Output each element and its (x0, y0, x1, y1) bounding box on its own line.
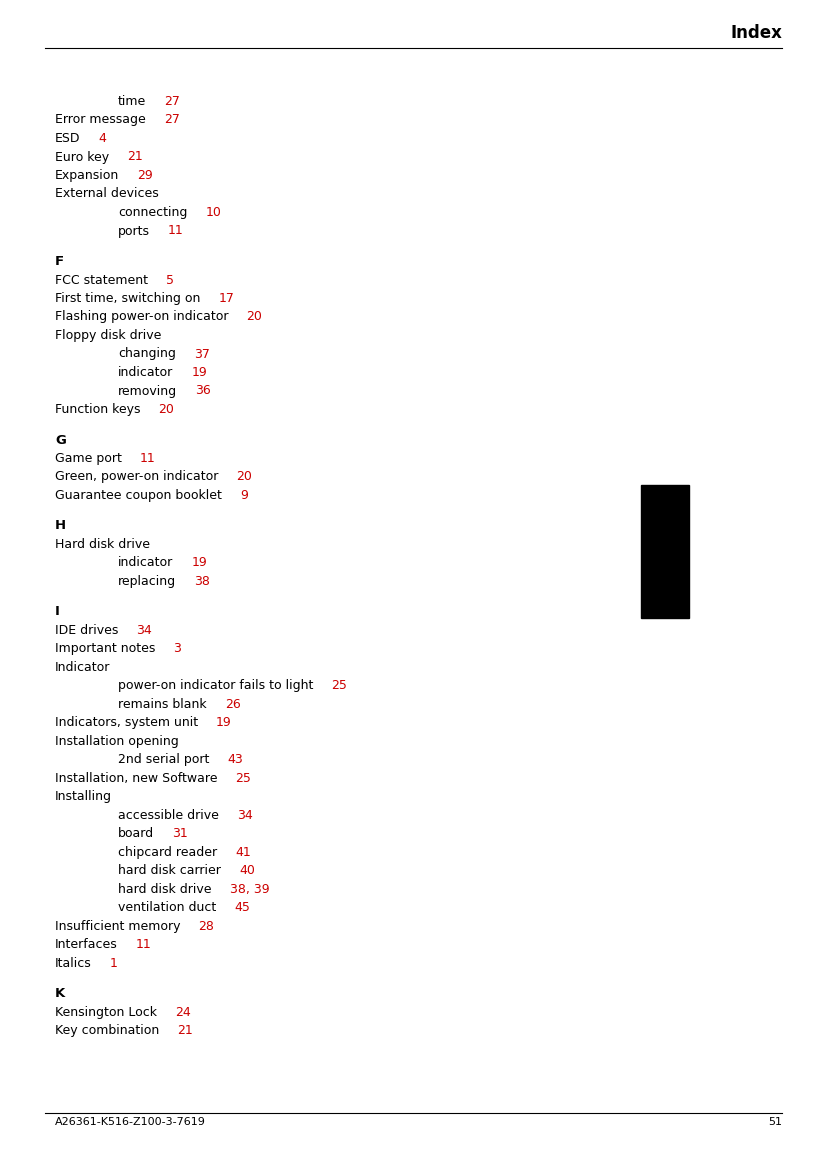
Text: Kensington Lock: Kensington Lock (55, 1006, 157, 1019)
Text: Hard disk drive: Hard disk drive (55, 538, 150, 551)
Text: ventilation duct: ventilation duct (118, 902, 216, 915)
Text: Green, power-on indicator: Green, power-on indicator (55, 470, 218, 484)
Text: 36: 36 (195, 385, 211, 397)
Text: 24: 24 (175, 1006, 191, 1019)
Text: 38, 39: 38, 39 (230, 884, 269, 896)
Text: replacing: replacing (118, 575, 176, 588)
Text: 43: 43 (227, 753, 243, 767)
Text: Installation, new Software: Installation, new Software (55, 772, 218, 785)
Text: Installation opening: Installation opening (55, 735, 179, 748)
Text: 2nd serial port: 2nd serial port (118, 753, 209, 767)
Text: 20: 20 (246, 311, 262, 323)
Text: 5: 5 (166, 274, 174, 286)
Bar (641, 485, 689, 618)
Text: 37: 37 (194, 348, 210, 360)
Text: power-on indicator fails to light: power-on indicator fails to light (118, 679, 313, 693)
Text: remains blank: remains blank (118, 698, 207, 711)
Text: 11: 11 (136, 939, 151, 952)
Text: indicator: indicator (118, 366, 173, 379)
Text: A26361-K516-Z100-3-7619: A26361-K516-Z100-3-7619 (55, 1117, 206, 1127)
Text: chipcard reader: chipcard reader (118, 845, 218, 859)
Text: Flashing power-on indicator: Flashing power-on indicator (55, 311, 228, 323)
Text: hard disk drive: hard disk drive (118, 884, 212, 896)
Text: Indicator: Indicator (55, 661, 110, 675)
Text: Expansion: Expansion (55, 169, 119, 182)
Text: Index: Index (730, 24, 782, 42)
Text: Key combination: Key combination (55, 1024, 160, 1037)
Text: indicator: indicator (118, 557, 173, 569)
Text: ports: ports (118, 224, 150, 238)
Text: 21: 21 (127, 150, 143, 164)
Text: Euro key: Euro key (55, 150, 109, 164)
Text: FCC statement: FCC statement (55, 274, 148, 286)
Text: Interfaces: Interfaces (55, 939, 117, 952)
Text: 20: 20 (237, 470, 252, 484)
Text: 3: 3 (174, 642, 181, 656)
Text: I: I (55, 605, 60, 618)
Text: 25: 25 (236, 772, 251, 785)
Text: time: time (118, 95, 146, 109)
Text: 40: 40 (239, 864, 255, 878)
Text: Insufficient memory: Insufficient memory (55, 921, 180, 933)
Text: 51: 51 (768, 1117, 782, 1127)
Text: Installing: Installing (55, 790, 112, 804)
Text: Floppy disk drive: Floppy disk drive (55, 329, 161, 342)
Text: External devices: External devices (55, 187, 159, 201)
Text: ESD: ESD (55, 132, 80, 146)
Text: F: F (55, 255, 65, 268)
Text: hard disk carrier: hard disk carrier (118, 864, 221, 878)
Text: 21: 21 (177, 1024, 193, 1037)
Text: 19: 19 (216, 716, 232, 730)
Text: 38: 38 (194, 575, 210, 588)
Text: 11: 11 (140, 452, 155, 465)
Text: 34: 34 (237, 808, 252, 822)
Text: Function keys: Function keys (55, 403, 141, 416)
Text: First time, switching on: First time, switching on (55, 292, 200, 305)
Text: 4: 4 (98, 132, 107, 146)
Text: Italics: Italics (55, 957, 92, 970)
Text: changing: changing (118, 348, 176, 360)
Text: 31: 31 (172, 827, 188, 841)
Text: board: board (118, 827, 154, 841)
Text: 9: 9 (240, 489, 248, 502)
Text: 25: 25 (332, 679, 347, 693)
Text: IDE drives: IDE drives (55, 624, 118, 638)
Text: 10: 10 (205, 206, 222, 219)
Text: accessible drive: accessible drive (118, 808, 219, 822)
Text: 20: 20 (159, 403, 174, 416)
Text: Indicators, system unit: Indicators, system unit (55, 716, 198, 730)
Text: Error message: Error message (55, 113, 146, 127)
Text: 17: 17 (218, 292, 234, 305)
Text: Game port: Game port (55, 452, 122, 465)
Text: connecting: connecting (118, 206, 188, 219)
Text: 19: 19 (191, 366, 207, 379)
Text: 19: 19 (191, 557, 207, 569)
Text: H: H (55, 520, 66, 532)
Text: removing: removing (118, 385, 177, 397)
Text: 26: 26 (225, 698, 241, 711)
Text: 27: 27 (165, 95, 180, 109)
Text: 1: 1 (110, 957, 117, 970)
Text: K: K (55, 988, 65, 1000)
Text: 41: 41 (235, 845, 251, 859)
Text: Important notes: Important notes (55, 642, 155, 656)
Text: 11: 11 (168, 224, 184, 238)
Text: G: G (55, 433, 66, 447)
Text: Guarantee coupon booklet: Guarantee coupon booklet (55, 489, 222, 502)
Text: 28: 28 (198, 921, 214, 933)
Text: 34: 34 (136, 624, 152, 638)
Text: 27: 27 (164, 113, 179, 127)
Text: 45: 45 (234, 902, 250, 915)
Text: 29: 29 (137, 169, 153, 182)
